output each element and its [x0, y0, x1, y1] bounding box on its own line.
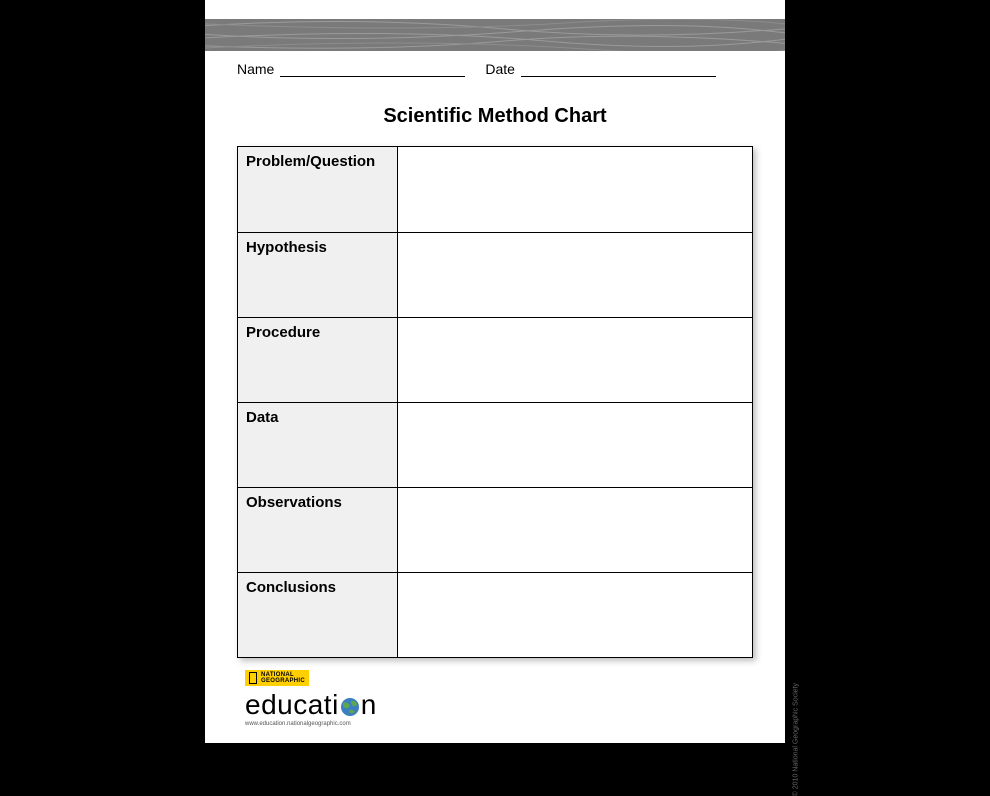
worksheet-page: Name Date Scientific Method Chart Proble…	[205, 0, 785, 743]
natgeo-logo-bar: NATIONAL GEOGRAPHIC	[245, 670, 309, 686]
decorative-wave-band	[205, 19, 785, 51]
table-row: Problem/Question	[238, 147, 752, 232]
table-row: Observations	[238, 487, 752, 572]
education-wordmark: educati n	[245, 691, 377, 719]
row-label-hypothesis: Hypothesis	[238, 233, 398, 317]
table-row: Data	[238, 402, 752, 487]
row-label-conclusions: Conclusions	[238, 573, 398, 657]
row-label-data: Data	[238, 403, 398, 487]
row-label-problem: Problem/Question	[238, 147, 398, 232]
row-label-observations: Observations	[238, 488, 398, 572]
name-input-line[interactable]	[280, 63, 465, 77]
natgeo-rectangle-icon	[249, 672, 257, 684]
name-field-group: Name	[237, 61, 465, 77]
edu-pre: educati	[245, 691, 339, 719]
branding-footer: NATIONAL GEOGRAPHIC educati n www.educat…	[245, 670, 377, 727]
date-field-group: Date	[485, 61, 716, 77]
row-label-procedure: Procedure	[238, 318, 398, 402]
natgeo-wordmark: NATIONAL GEOGRAPHIC	[261, 672, 305, 684]
worksheet-title: Scientific Method Chart	[205, 105, 785, 128]
row-value-problem[interactable]	[398, 147, 752, 232]
table-row: Procedure	[238, 317, 752, 402]
top-margin	[205, 0, 785, 19]
globe-icon	[340, 694, 360, 714]
row-value-conclusions[interactable]	[398, 573, 752, 657]
date-input-line[interactable]	[521, 63, 716, 77]
row-value-hypothesis[interactable]	[398, 233, 752, 317]
education-url: www.education.nationalgeographic.com	[245, 721, 377, 727]
natgeo-line2: GEOGRAPHIC	[261, 678, 305, 684]
table-row: Hypothesis	[238, 232, 752, 317]
row-value-data[interactable]	[398, 403, 752, 487]
edu-post: n	[361, 691, 377, 719]
copyright-text: © 2010 National Geographic Society	[792, 683, 799, 796]
row-value-observations[interactable]	[398, 488, 752, 572]
row-value-procedure[interactable]	[398, 318, 752, 402]
header-fields: Name Date	[205, 51, 785, 77]
table-row: Conclusions	[238, 572, 752, 657]
date-label: Date	[485, 61, 515, 77]
name-label: Name	[237, 61, 274, 77]
method-chart: Problem/Question Hypothesis Procedure Da…	[237, 146, 753, 658]
